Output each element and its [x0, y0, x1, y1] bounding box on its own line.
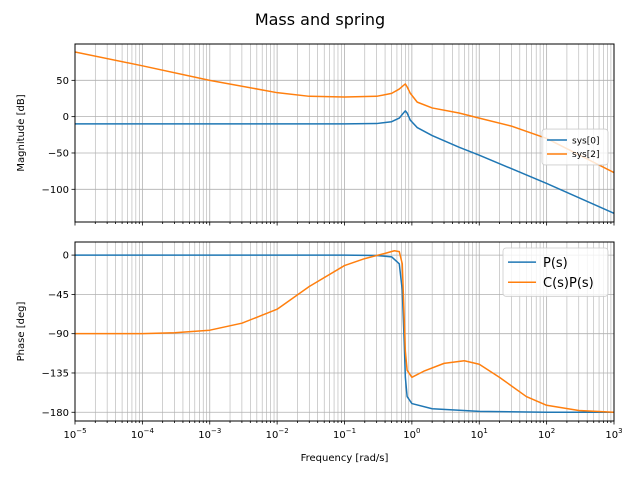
x-tick-label: 100 — [403, 427, 420, 441]
magnitude-y-ticks: 50 0 −50 −100 — [42, 76, 75, 196]
phase-legend: P(s) C(s)P(s) — [502, 247, 609, 297]
magnitude-y-axis-label: Magnitude [dB] — [16, 94, 27, 171]
phase-plot-frame — [74, 241, 615, 422]
x-tick-label: 10−3 — [198, 427, 221, 441]
phase-y-axis-label: Phase [deg] — [16, 302, 27, 362]
legend-label: P(s) — [543, 256, 568, 271]
phase-y-ticks: 0 −45 −90 −135 −180 — [42, 251, 75, 419]
legend-label: C(s)P(s) — [543, 276, 594, 291]
y-tick-label: −135 — [42, 368, 69, 379]
figure-title: Mass and spring — [255, 10, 385, 29]
x-tick-label: 101 — [471, 427, 488, 441]
series-line-c-s-p-s- — [75, 249, 614, 414]
legend-label: sys[2] — [572, 150, 599, 160]
x-axis-label: Frequency [rad/s] — [301, 453, 389, 464]
series-line-sys-0- — [75, 110, 614, 214]
legend-label: sys[0] — [572, 136, 599, 146]
x-tick-label: 102 — [538, 427, 555, 441]
magnitude-axes: 50 0 −50 −100 Magnitude [dB] sys[0] sys[2] — [16, 43, 615, 226]
magnitude-plot-frame — [74, 43, 615, 223]
y-tick-label: −100 — [42, 185, 69, 196]
y-tick-label: 0 — [63, 251, 69, 262]
series-line-p-s- — [75, 254, 614, 414]
magnitude-series-lines — [75, 51, 614, 214]
y-tick-label: −180 — [42, 408, 69, 419]
phase-axes: 0−45−90−135−180 10−5 10−4 10−3 10−2 10−1 100 1… — [16, 241, 623, 464]
y-tick-label: −50 — [48, 148, 69, 159]
x-tick-label: 10−1 — [333, 427, 356, 441]
x-tick-label: 103 — [605, 427, 622, 441]
x-tick-label: 10−4 — [131, 427, 155, 441]
magnitude-gridlines — [74, 44, 615, 222]
phase-x-ticks: 10−5 10−4 10−3 10−2 10−1 100 101 102 103 — [63, 421, 623, 441]
legend-box — [541, 128, 609, 166]
x-tick-label: 10−2 — [266, 427, 289, 441]
phase-series-lines — [75, 249, 614, 414]
x-tick-label: 10−5 — [63, 427, 86, 441]
series-line-sys-2- — [75, 51, 614, 174]
magnitude-legend: sys[0] sys[2] — [541, 128, 609, 166]
y-tick-label: −45 — [48, 290, 69, 301]
legend-box — [502, 247, 609, 297]
y-tick-label: 0 — [63, 112, 69, 123]
y-tick-label: −90 — [48, 329, 69, 340]
y-tick-label: 50 — [56, 76, 69, 87]
magnitude-x-ticks — [74, 222, 615, 226]
